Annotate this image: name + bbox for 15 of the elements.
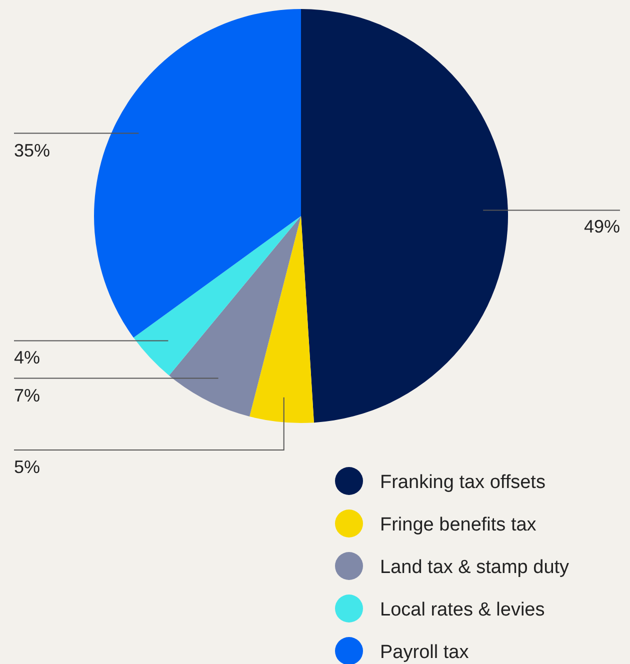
legend-label: Local rates & levies xyxy=(380,600,545,620)
data-label: 49% xyxy=(584,216,620,236)
data-label: 4% xyxy=(14,348,40,368)
legend-label: Franking tax offsets xyxy=(380,472,546,493)
pie-slice xyxy=(94,9,301,338)
data-label: 35% xyxy=(14,140,50,160)
pie-slice xyxy=(301,9,508,423)
pie-slice xyxy=(250,216,314,423)
legend-label: Payroll tax xyxy=(380,642,470,663)
legend-label: Fringe benefits tax xyxy=(380,514,537,536)
pie-slice xyxy=(169,216,301,416)
pie-slice xyxy=(134,216,301,376)
legend-label: Land tax & stamp duty xyxy=(380,557,570,578)
data-label: 7% xyxy=(14,385,40,406)
data-label: 5% xyxy=(14,457,40,477)
